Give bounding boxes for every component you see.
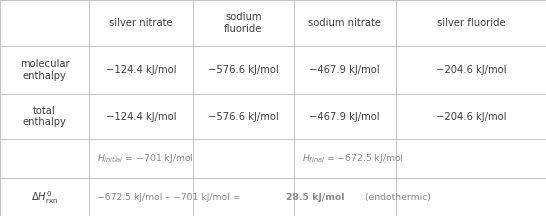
Text: −204.6 kJ/mol: −204.6 kJ/mol [436,112,506,122]
Text: $\mathit{H}_\mathit{final}$ = −672.5 kJ/mol: $\mathit{H}_\mathit{final}$ = −672.5 kJ/… [302,152,403,165]
Text: total
enthalpy: total enthalpy [22,106,67,127]
Text: −672.5 kJ/mol – −701 kJ/mol =: −672.5 kJ/mol – −701 kJ/mol = [97,193,244,202]
Text: $\mathit{H}_\mathit{initial}$ = −701 kJ/mol: $\mathit{H}_\mathit{initial}$ = −701 kJ/… [97,152,194,165]
Text: −204.6 kJ/mol: −204.6 kJ/mol [436,65,506,75]
Text: −576.6 kJ/mol: −576.6 kJ/mol [208,112,278,122]
Text: −467.9 kJ/mol: −467.9 kJ/mol [310,65,380,75]
Text: molecular
enthalpy: molecular enthalpy [20,59,69,81]
Text: −124.4 kJ/mol: −124.4 kJ/mol [105,112,176,122]
Text: sodium
fluoride: sodium fluoride [224,12,263,34]
Text: −124.4 kJ/mol: −124.4 kJ/mol [105,65,176,75]
Text: (endothermic): (endothermic) [361,193,431,202]
Text: sodium nitrate: sodium nitrate [308,18,381,28]
Text: −576.6 kJ/mol: −576.6 kJ/mol [208,65,278,75]
Text: silver nitrate: silver nitrate [109,18,173,28]
Text: $\Delta H^0_\mathrm{rxn}$: $\Delta H^0_\mathrm{rxn}$ [31,189,58,205]
Text: 28.5 kJ/mol: 28.5 kJ/mol [286,193,345,202]
Text: silver fluoride: silver fluoride [437,18,505,28]
Text: −467.9 kJ/mol: −467.9 kJ/mol [310,112,380,122]
